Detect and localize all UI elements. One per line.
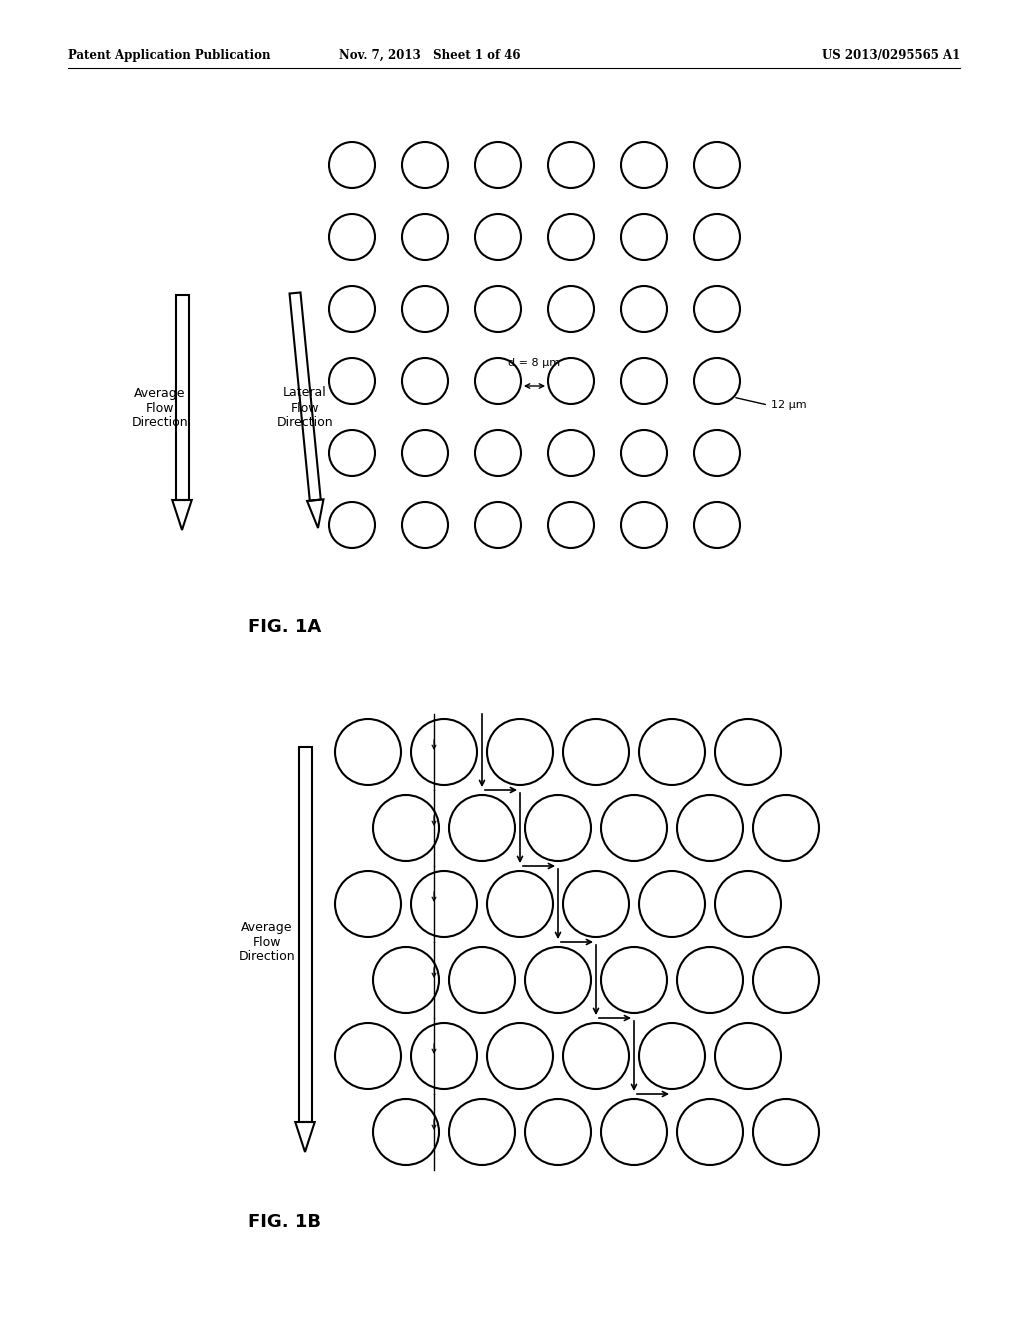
Text: Average
Flow
Direction: Average Flow Direction	[132, 387, 188, 429]
Text: US 2013/0295565 A1: US 2013/0295565 A1	[821, 49, 961, 62]
Text: FIG. 1B: FIG. 1B	[248, 1213, 321, 1232]
Text: d = 8 μm: d = 8 μm	[509, 358, 560, 368]
Text: FIG. 1A: FIG. 1A	[248, 618, 322, 636]
Text: 12 μm: 12 μm	[771, 400, 807, 411]
Text: Lateral
Flow
Direction: Lateral Flow Direction	[276, 387, 334, 429]
Text: Nov. 7, 2013   Sheet 1 of 46: Nov. 7, 2013 Sheet 1 of 46	[339, 49, 521, 62]
Text: Patent Application Publication: Patent Application Publication	[68, 49, 270, 62]
Text: Average
Flow
Direction: Average Flow Direction	[239, 920, 295, 964]
